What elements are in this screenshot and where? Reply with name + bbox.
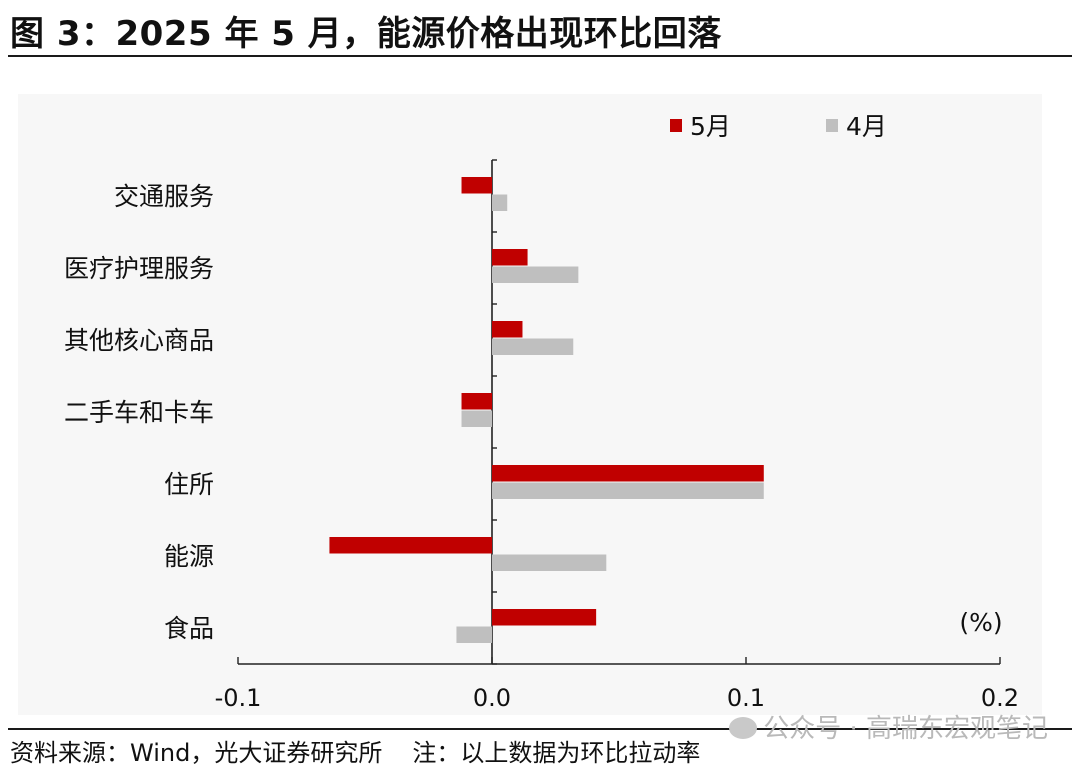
bar-april [461, 410, 492, 427]
category-label: 住所 [164, 470, 214, 499]
bar-chart: -0.1 0.0 0.1 0.2 交通服务医疗护理服务其他核心商品二手车和卡车住所能源食… [64, 112, 1019, 712]
bar-may [492, 609, 597, 626]
bar-april [492, 266, 579, 283]
x-tick-label: 0.2 [981, 684, 1019, 712]
watermark-text: 公众号 · 高瑞东宏观笔记 [763, 714, 1048, 744]
bar-may [492, 321, 523, 338]
bar-may [492, 249, 528, 266]
title-divider [8, 55, 1072, 57]
source-text: 资料来源：Wind，光大证券研究所 [10, 739, 383, 767]
bar-april [492, 482, 764, 499]
legend-swatch-april [826, 119, 838, 132]
unit-label: (%) [959, 608, 1002, 637]
bar-april [456, 626, 492, 643]
bar-may [492, 465, 764, 482]
category-label: 交通服务 [114, 182, 214, 211]
x-tick-label: -0.1 [215, 684, 262, 712]
wechat-icon [729, 716, 758, 739]
figure-title: 图 3：2025 年 5 月，能源价格出现环比回落 [10, 14, 722, 54]
legend-label-april: 4月 [846, 112, 887, 141]
source-note: 资料来源：Wind，光大证券研究所 注：以上数据为环比拉动率 [10, 733, 700, 768]
legend-swatch-may [670, 119, 682, 132]
footer-divider [8, 728, 1072, 730]
x-tick-label: 0.0 [473, 684, 511, 712]
bar-april [492, 194, 508, 211]
watermark: 公众号 · 高瑞东宏观笔记 [729, 708, 1048, 745]
note-text: 注：以上数据为环比拉动率 [412, 739, 701, 767]
bar-may [461, 177, 492, 194]
chart-area: -0.1 0.0 0.1 0.2 交通服务医疗护理服务 其他核心商品 二手车和卡车住所能源食… [18, 94, 1042, 715]
bar-may [461, 393, 492, 410]
bar-april [492, 338, 574, 355]
bar-may [329, 537, 492, 554]
category-label: 医疗护理服务 [64, 254, 214, 283]
bar-april [492, 554, 607, 571]
category-label: 其他核心商品 [64, 326, 214, 355]
category-label: 能源 [164, 542, 214, 571]
legend-label-may: 5月 [690, 112, 731, 141]
x-tick-label: 0.1 [727, 684, 765, 712]
category-label: 二手车和卡车 [64, 398, 214, 427]
category-label: 食品 [164, 614, 214, 643]
